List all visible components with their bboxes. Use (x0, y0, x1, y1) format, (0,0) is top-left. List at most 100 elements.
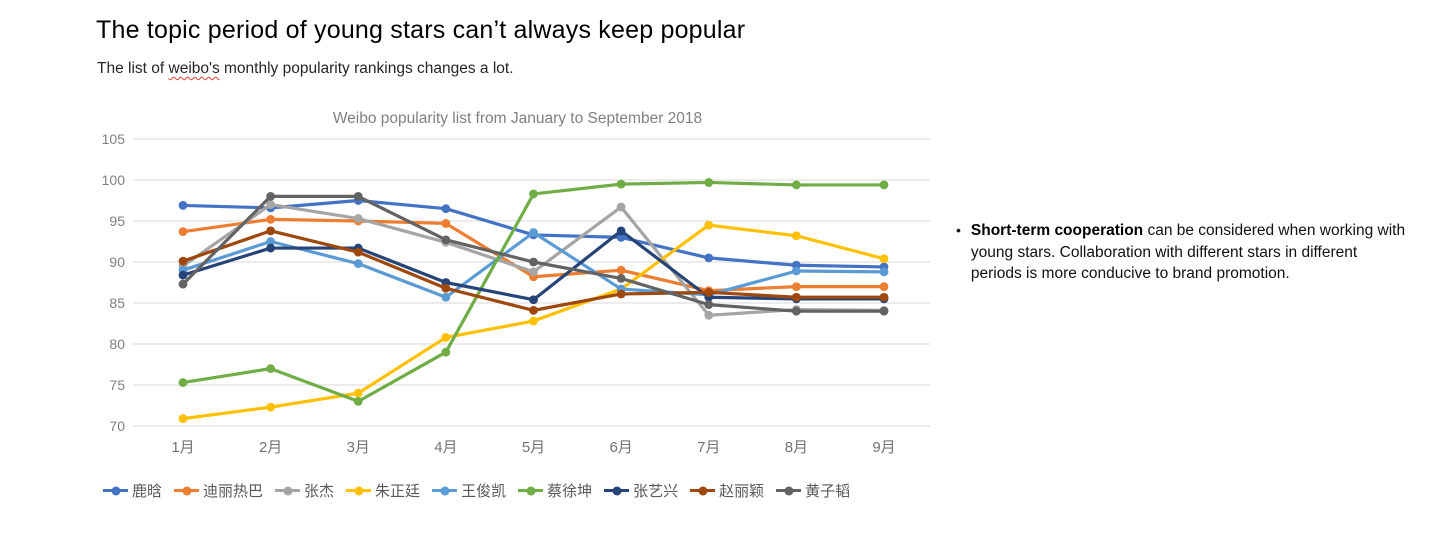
data-point-鹿晗-4月 (441, 204, 451, 214)
data-point-蔡徐坤-9月 (879, 180, 889, 190)
y-tick-label-75: 75 (109, 377, 125, 393)
y-tick-label-90: 90 (109, 254, 125, 270)
legend-label: 赵丽颖 (719, 483, 765, 500)
legend-marker-icon (690, 486, 716, 495)
data-point-张艺兴-6月 (616, 226, 626, 236)
data-point-王俊凯-4月 (441, 292, 451, 302)
legend-marker-icon (432, 486, 458, 495)
data-point-张艺兴-5月 (529, 295, 538, 305)
legend-label: 张艺兴 (633, 483, 679, 500)
subtitle-text-end: monthly popularity rankings changes a lo… (219, 60, 514, 77)
legend-marker-dot-icon (526, 486, 536, 495)
legend-marker-dot-icon (111, 486, 120, 495)
subtitle-misspelled-word: weibo's (168, 60, 220, 77)
legend-label: 鹿晗 (132, 483, 163, 500)
legend-label: 黄子韬 (805, 483, 851, 500)
data-point-蔡徐坤-5月 (529, 189, 538, 199)
weibo-popularity-chart: Weibo popularity list from January to Se… (95, 108, 940, 500)
data-point-朱正廷-7月 (704, 220, 714, 230)
legend-marker-icon (346, 486, 372, 495)
legend-marker-dot-icon (182, 486, 192, 495)
data-point-赵丽颖-7月 (704, 287, 714, 297)
data-point-朱正廷-3月 (353, 388, 363, 398)
legend-marker-dot-icon (698, 486, 708, 495)
data-point-赵丽颖-6月 (616, 289, 626, 299)
legend-item-朱正廷: 朱正廷 (346, 480, 420, 501)
insight-note-bold: Short-term cooperation (970, 222, 1144, 239)
data-point-赵丽颖-4月 (441, 283, 451, 293)
legend-label: 迪丽热巴 (203, 483, 264, 500)
legend-marker-icon (776, 486, 802, 495)
insight-note-text: Short-term cooperation can be considered… (971, 220, 1408, 285)
legend-item-鹿晗: 鹿晗 (103, 480, 162, 501)
data-point-黄子韬-2月 (266, 192, 276, 201)
legend-label: 蔡徐坤 (547, 483, 593, 500)
data-point-鹿晗-6月 (616, 233, 626, 242)
data-point-朱正廷-8月 (791, 231, 801, 241)
data-point-蔡徐坤-1月 (178, 378, 188, 387)
data-point-迪丽热巴-2月 (266, 214, 276, 224)
data-point-迪丽热巴-4月 (441, 219, 451, 228)
data-point-蔡徐坤-4月 (441, 347, 451, 357)
y-tick-label-105: 105 (102, 131, 126, 147)
y-tick-label-85: 85 (109, 295, 125, 311)
series-line-黄子韬 (181, 194, 886, 313)
y-tick-label-80: 80 (109, 336, 125, 352)
legend-item-张艺兴: 张艺兴 (604, 480, 678, 501)
legend-item-蔡徐坤: 蔡徐坤 (518, 480, 592, 501)
data-point-张艺兴-2月 (266, 243, 276, 253)
subtitle-text: The list of (97, 60, 169, 77)
data-point-赵丽颖-2月 (266, 226, 276, 236)
data-point-迪丽热巴-1月 (178, 227, 188, 237)
chart-legend: 鹿晗 迪丽热巴 张杰 朱正廷 王俊凯 蔡徐坤 张艺兴 赵丽颖 黄子韬 (103, 480, 940, 501)
data-point-王俊凯-8月 (791, 266, 801, 276)
data-point-鹿晗-7月 (704, 253, 714, 263)
y-tick-label-95: 95 (109, 213, 125, 229)
data-point-张杰-3月 (353, 214, 363, 223)
x-tick-label-9: 9月 (872, 439, 895, 456)
bullet-marker: • (956, 222, 961, 238)
data-point-朱正廷-2月 (266, 402, 276, 412)
insight-note-rest: can be considered when working with youn… (970, 222, 1406, 282)
data-point-黄子韬-3月 (353, 192, 363, 201)
data-point-张杰-2月 (266, 200, 276, 209)
data-point-朱正廷-5月 (529, 316, 538, 326)
data-point-朱正廷-4月 (441, 333, 451, 342)
legend-item-黄子韬: 黄子韬 (776, 480, 850, 501)
chart-title: Weibo popularity list from January to Se… (332, 110, 703, 127)
data-point-蔡徐坤-8月 (791, 180, 801, 190)
data-point-赵丽颖-9月 (879, 292, 889, 302)
legend-item-迪丽热巴: 迪丽热巴 (174, 480, 263, 501)
data-point-黄子韬-5月 (529, 257, 538, 267)
insight-note: • Short-term cooperation can be consider… (956, 220, 1408, 285)
page-subtitle: The list of weibo's monthly popularity r… (97, 60, 514, 78)
series-line-蔡徐坤 (181, 180, 886, 403)
data-point-王俊凯-9月 (879, 267, 889, 277)
data-point-朱正廷-1月 (178, 414, 188, 424)
data-point-鹿晗-1月 (178, 201, 188, 210)
legend-item-张杰: 张杰 (275, 480, 334, 501)
data-point-迪丽热巴-9月 (879, 282, 889, 291)
y-tick-label-100: 100 (102, 172, 126, 188)
data-point-赵丽颖-8月 (791, 292, 801, 302)
x-tick-label-6: 6月 (609, 439, 632, 456)
x-tick-label-8: 8月 (785, 439, 808, 456)
x-tick-label-4: 4月 (434, 439, 457, 456)
data-point-张杰-6月 (616, 202, 626, 212)
data-point-王俊凯-2月 (266, 237, 276, 246)
legend-marker-dot-icon (354, 486, 364, 495)
legend-label: 朱正廷 (375, 483, 421, 500)
legend-label: 王俊凯 (461, 483, 507, 500)
data-point-黄子韬-1月 (178, 279, 188, 289)
legend-marker-icon (174, 486, 200, 495)
legend-marker-icon (103, 486, 128, 495)
data-point-迪丽热巴-8月 (791, 282, 801, 291)
data-point-赵丽颖-3月 (353, 247, 363, 257)
data-point-黄子韬-7月 (704, 300, 714, 310)
data-point-赵丽颖-1月 (178, 256, 188, 266)
x-tick-label-3: 3月 (347, 439, 370, 456)
data-point-王俊凯-5月 (529, 228, 538, 237)
data-point-王俊凯-3月 (353, 259, 363, 269)
legend-marker-dot-icon (440, 486, 450, 495)
data-point-蔡徐坤-6月 (616, 179, 626, 189)
